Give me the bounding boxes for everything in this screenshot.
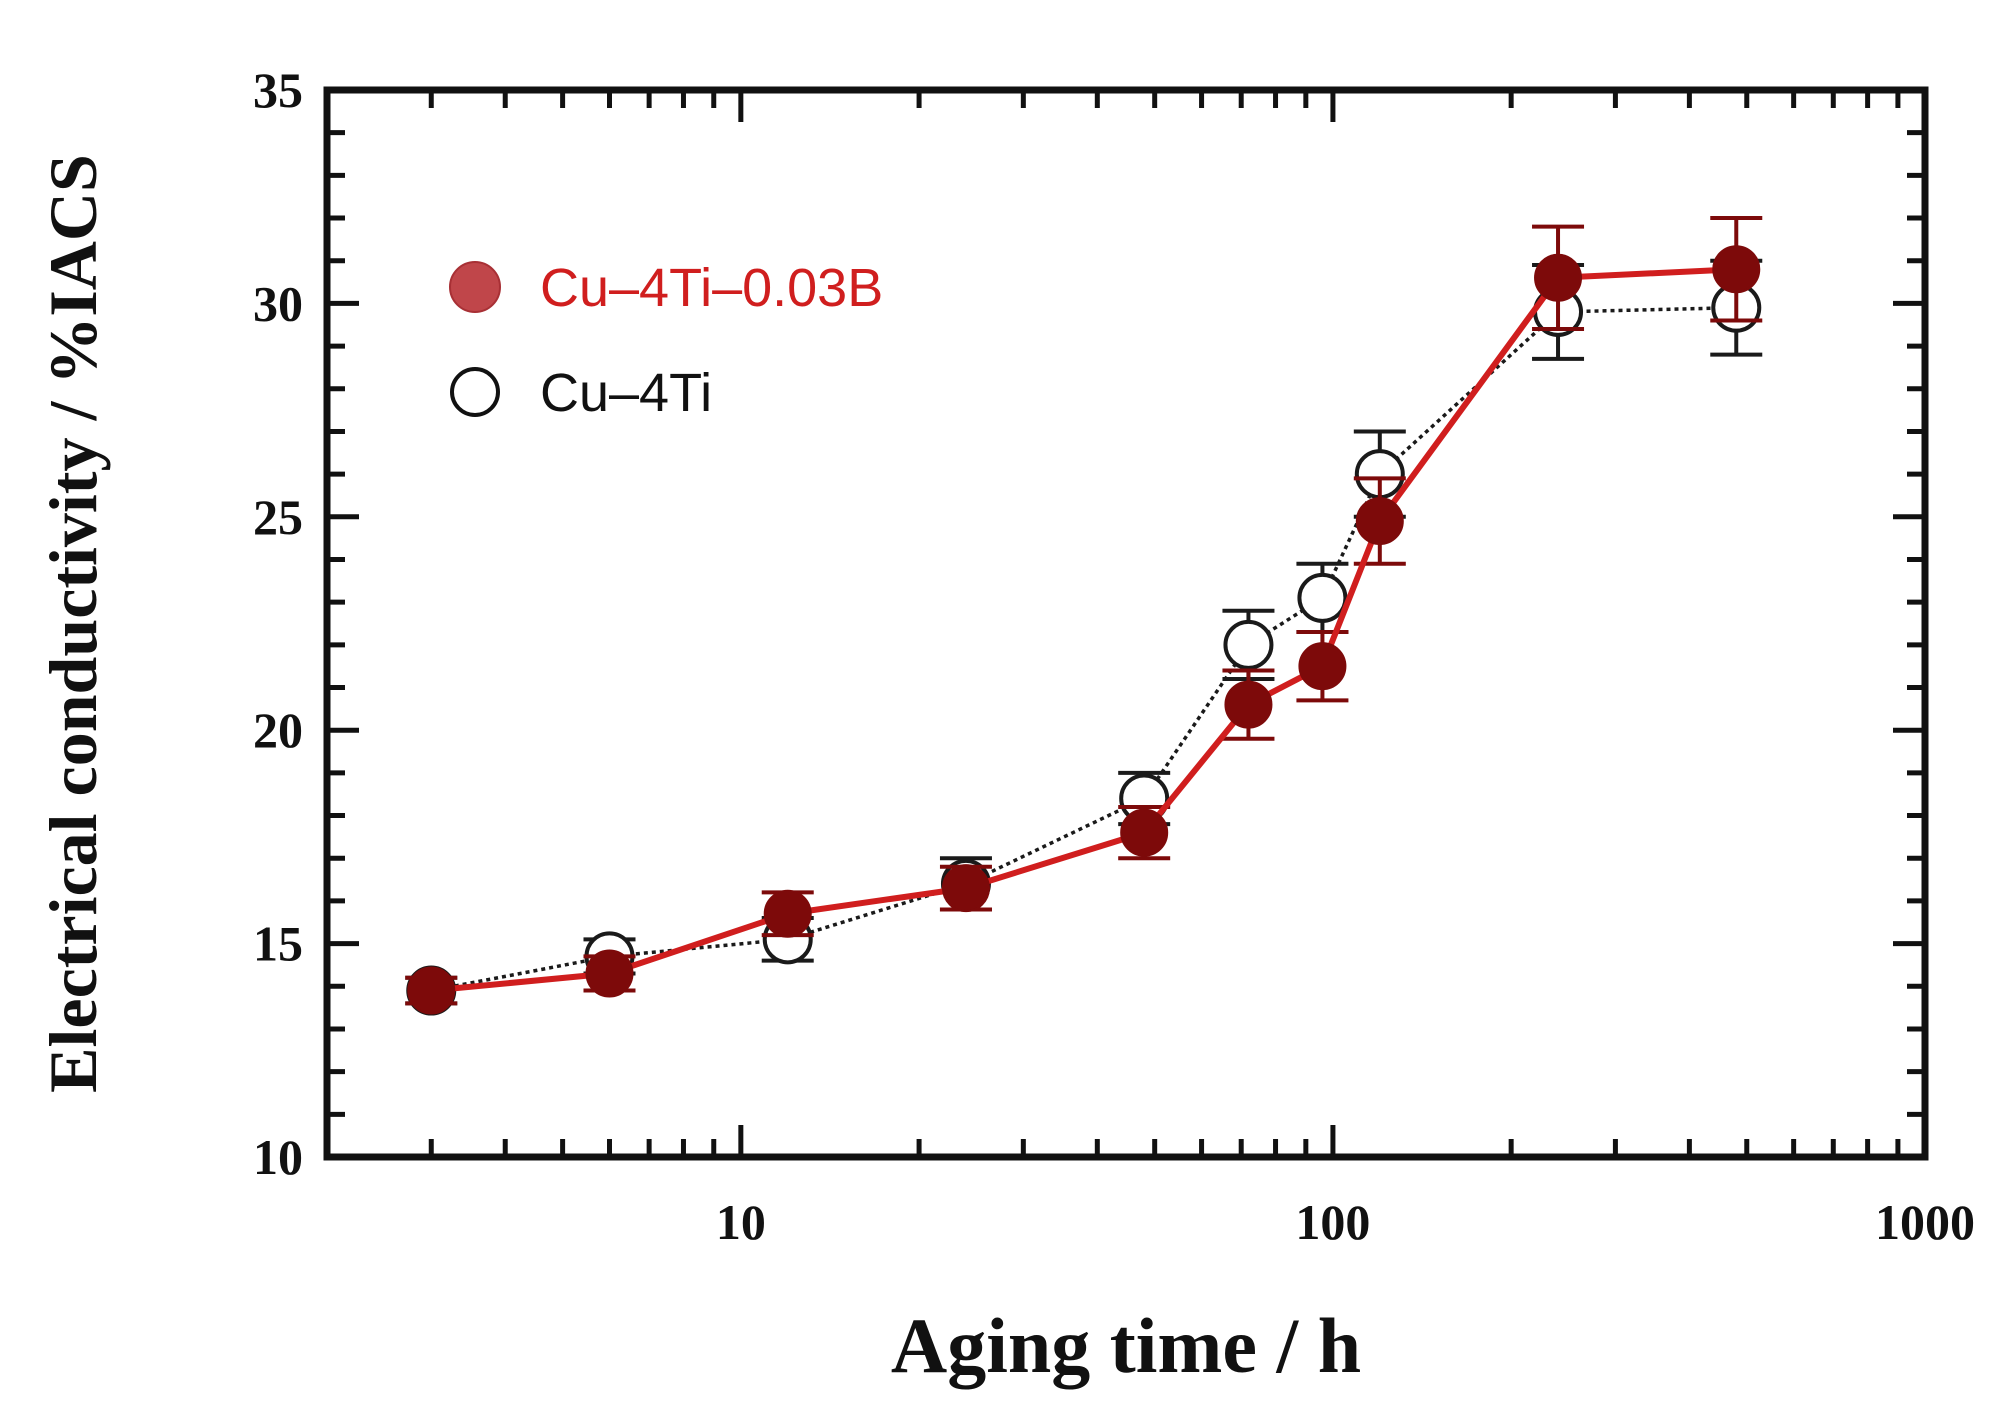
- data-point: [407, 966, 456, 1015]
- y-tick-label: 20: [253, 702, 303, 758]
- data-point: [1712, 245, 1761, 294]
- legend-label-cu-4ti-0-03b: Cu–4Ti–0.03B: [540, 258, 883, 318]
- legend-label-cu-4ti: Cu–4Ti: [540, 363, 712, 423]
- legend: Cu–4Ti–0.03B Cu–4Ti: [449, 258, 883, 423]
- plot-frame: [323, 86, 1929, 1161]
- axis-ticks: [324, 87, 1928, 1160]
- y-axis-title: Electrical conductivity / %IACS: [35, 154, 111, 1093]
- series-line: [430, 266, 1737, 994]
- y-tick-label: 25: [253, 489, 303, 545]
- x-tick-label: 1000: [1875, 1194, 1975, 1250]
- y-tick-label: 35: [253, 62, 303, 118]
- data-point: [941, 864, 990, 913]
- y-tick-label: 30: [253, 275, 303, 331]
- data-point: [585, 949, 634, 998]
- data-point: [1355, 497, 1404, 546]
- legend-marker-cu-4ti-0-03b: [449, 261, 501, 313]
- x-tick-label: 10: [716, 1194, 766, 1250]
- series-layer: [405, 216, 1763, 1016]
- data-point: [1223, 619, 1274, 670]
- y-tick-label: 10: [253, 1129, 303, 1185]
- data-point: [763, 889, 812, 938]
- data-point: [1224, 680, 1273, 729]
- data-point: [1297, 572, 1348, 623]
- series-line: [430, 305, 1737, 993]
- x-tick-label: 100: [1295, 1194, 1370, 1250]
- data-point: [1298, 642, 1347, 691]
- x-axis-title: Aging time / h: [891, 1302, 1361, 1389]
- data-point: [1120, 808, 1169, 857]
- y-tick-label: 15: [253, 916, 303, 972]
- legend-marker-cu-4ti: [450, 367, 500, 417]
- series-cu-4ti-0-03b: [405, 216, 1763, 1015]
- data-point: [1534, 253, 1583, 302]
- tick-labels: 10 15 20 25 30 35 10 100 1000: [253, 62, 1975, 1250]
